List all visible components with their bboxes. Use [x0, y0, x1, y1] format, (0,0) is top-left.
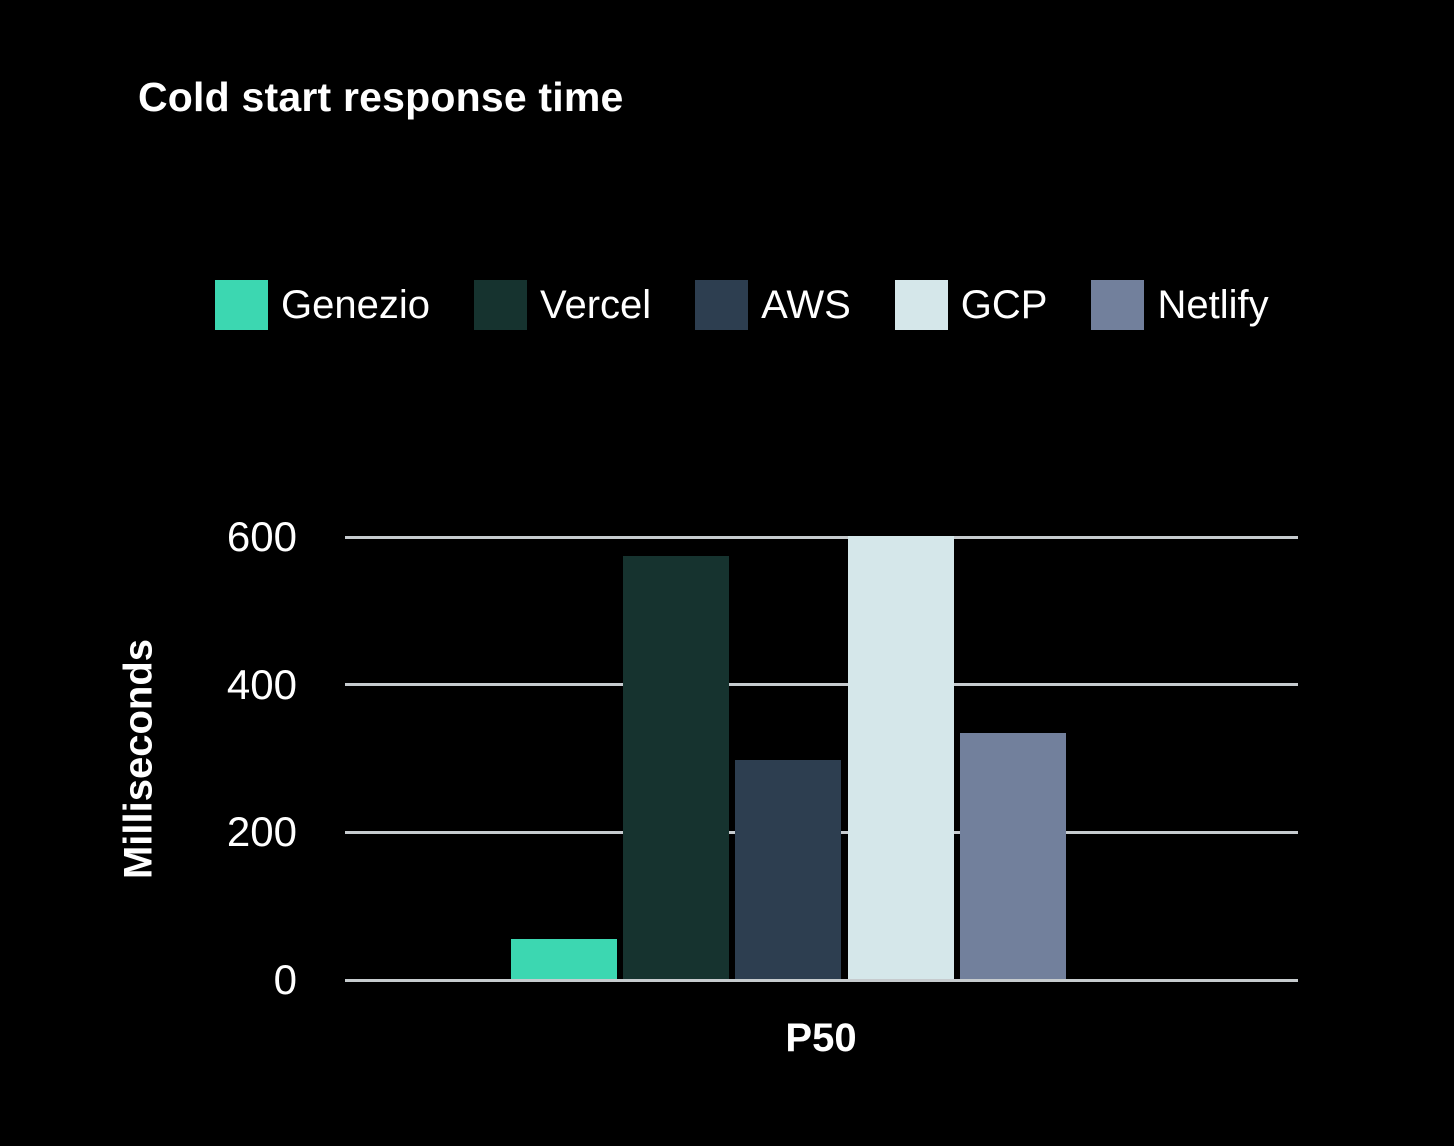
plot-area: Milliseconds 0 200 400 600 [117, 516, 1298, 1001]
gridline-400 [345, 683, 1298, 687]
legend-item-vercel: Vercel [473, 280, 652, 330]
legend-swatch-genezio [215, 280, 268, 330]
y-tick-label-0: 0 [273, 956, 297, 1003]
y-tick-label-600: 600 [226, 513, 297, 560]
legend-item-gcp: GCP [894, 280, 1048, 330]
legend-swatch-vercel [473, 280, 527, 330]
chart-title: Cold start response time [138, 74, 624, 120]
gridline-600 [345, 535, 1298, 539]
chart-legend: Genezio Vercel AWS GCP Netlify [215, 280, 1269, 330]
legend-label-aws: AWS [761, 282, 851, 327]
bar-vercel [623, 556, 730, 979]
bar-aws [735, 759, 842, 979]
legend-swatch-gcp [894, 280, 948, 330]
legend-item-netlify: Netlify [1091, 280, 1269, 330]
legend-label-vercel: Vercel [539, 282, 652, 327]
x-axis-line [345, 978, 1298, 982]
bar-gcp [847, 535, 954, 979]
legend-item-aws: AWS [695, 280, 851, 330]
bar-genezio [511, 938, 617, 979]
y-axis-title: Milliseconds [116, 638, 161, 879]
x-category-label: P50 [785, 1016, 857, 1060]
legend-swatch-netlify [1091, 280, 1145, 330]
y-tick-label-200: 200 [226, 808, 297, 856]
legend-label-gcp: GCP [960, 282, 1048, 327]
legend-swatch-aws [695, 280, 749, 330]
legend-label-genezio: Genezio [281, 282, 430, 327]
y-tick-label-400: 400 [226, 660, 297, 708]
bar-netlify [959, 732, 1066, 979]
legend-item-genezio: Genezio [215, 280, 430, 330]
legend-label-netlify: Netlify [1157, 282, 1269, 327]
